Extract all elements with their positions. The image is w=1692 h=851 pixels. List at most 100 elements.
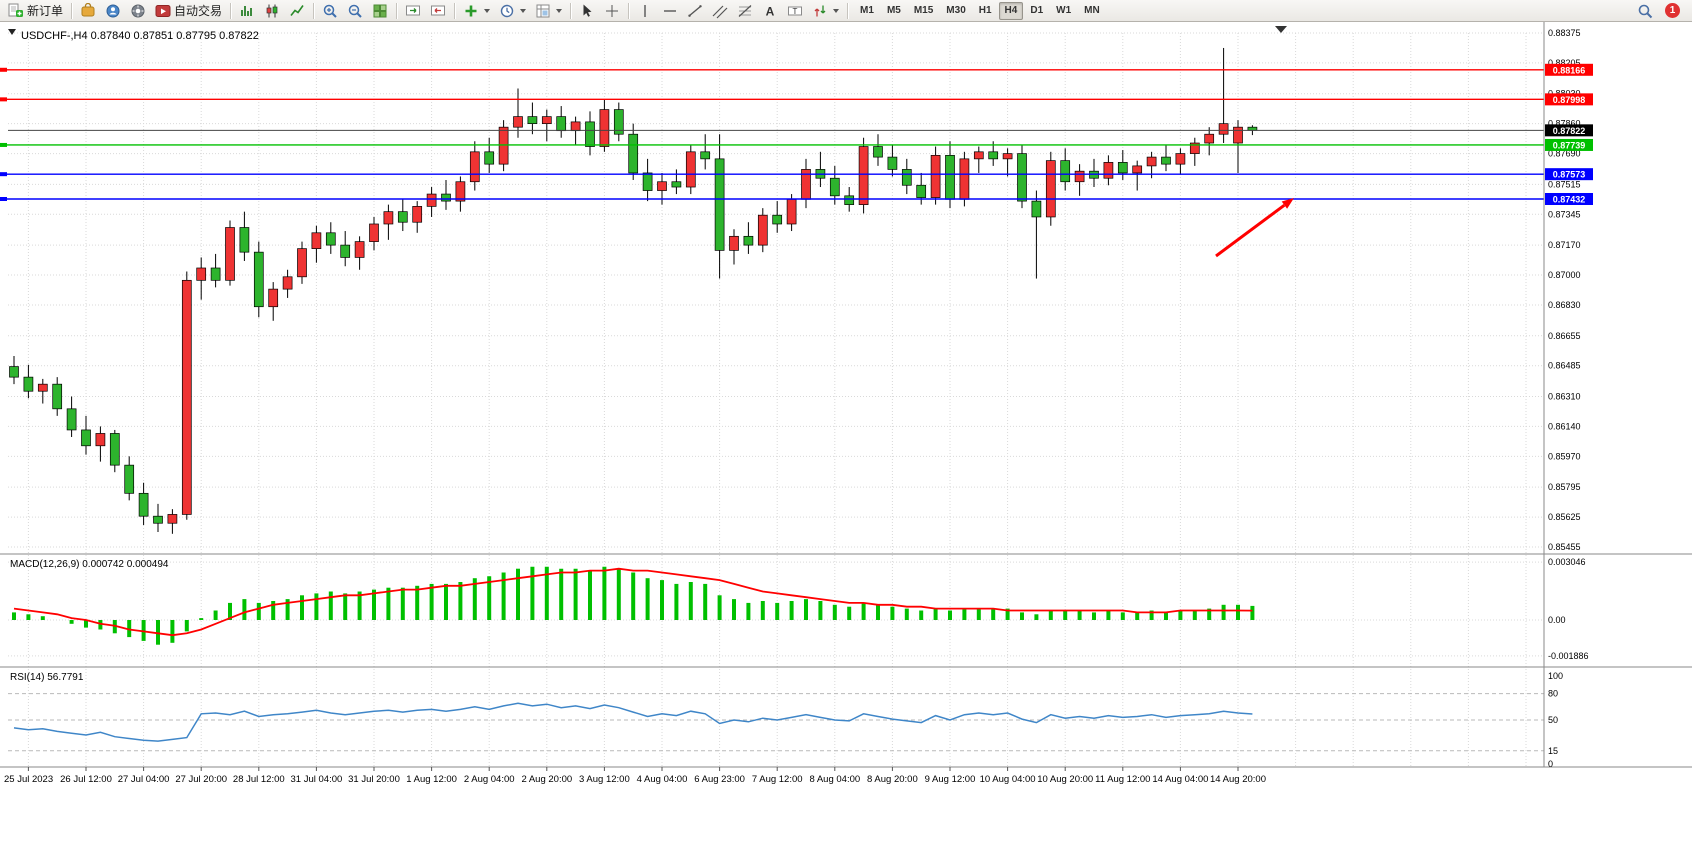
level-line-handle[interactable] xyxy=(0,142,7,147)
mql5-icon xyxy=(131,4,145,17)
svg-text:0.88205: 0.88205 xyxy=(1548,58,1581,68)
price-chart-canvas[interactable]: 0.883750.882050.880300.878600.876900.875… xyxy=(0,22,1692,812)
candlestick-chart-button[interactable] xyxy=(260,1,284,21)
bull-candle xyxy=(541,116,552,125)
pane-separators xyxy=(0,22,1692,768)
svg-text:14 Aug 20:00: 14 Aug 20:00 xyxy=(1210,774,1266,785)
timeframe-button-m5[interactable]: M5 xyxy=(881,2,907,20)
svg-text:0.86655: 0.86655 xyxy=(1548,331,1581,341)
svg-text:0.87432: 0.87432 xyxy=(1553,194,1586,204)
svg-text:T: T xyxy=(793,6,798,15)
auto-trading-icon xyxy=(155,4,171,17)
bull-candle xyxy=(1218,123,1229,135)
zoom-in-button[interactable] xyxy=(318,1,342,21)
vertical-line-button[interactable] xyxy=(633,1,657,21)
macd-histogram xyxy=(12,566,1255,645)
bear-candle xyxy=(109,433,120,466)
search-button[interactable] xyxy=(1633,1,1657,21)
bull-candle xyxy=(1189,142,1200,154)
level-price-labels: 0.88166 0.87998 0.87739 0.87573 0.87432 0.878… xyxy=(1545,63,1593,205)
svg-text:0.003046: 0.003046 xyxy=(1548,557,1586,567)
line-chart-button[interactable] xyxy=(285,1,309,21)
bear-candle xyxy=(1017,153,1027,202)
svg-text:6 Aug 23:00: 6 Aug 23:00 xyxy=(694,774,745,785)
level-line-handle[interactable] xyxy=(0,196,7,201)
bull-candle xyxy=(1204,133,1215,144)
horizontal-line-button[interactable] xyxy=(658,1,682,21)
level-line-handle[interactable] xyxy=(0,172,7,177)
bull-candle xyxy=(1146,156,1157,167)
new-order-button[interactable]: 新订单 xyxy=(4,1,67,21)
svg-text:1 Aug 12:00: 1 Aug 12:00 xyxy=(406,774,457,785)
market-button[interactable] xyxy=(76,1,100,21)
bear-candle xyxy=(81,429,91,447)
bear-candle xyxy=(613,109,624,135)
auto-scroll-button[interactable] xyxy=(401,1,425,21)
chart-window[interactable]: 0.883750.882050.880300.878600.876900.875… xyxy=(0,22,1692,812)
bear-candle xyxy=(556,116,567,132)
text-label-button[interactable]: T xyxy=(783,1,807,21)
new-order-icon xyxy=(8,3,23,17)
chevron-down-icon xyxy=(484,8,491,13)
svg-text:15: 15 xyxy=(1548,746,1558,756)
auto-trading-label: 自动交易 xyxy=(174,4,223,18)
trend-arrow-head[interactable] xyxy=(1281,198,1294,209)
mql5-button[interactable] xyxy=(126,1,150,21)
channel-button[interactable] xyxy=(708,1,732,21)
notification-badge[interactable]: 1 xyxy=(1665,3,1680,18)
zoom-in-icon xyxy=(323,4,337,18)
horizontal-level-lines[interactable] xyxy=(0,67,1544,201)
trendline-button[interactable] xyxy=(683,1,707,21)
svg-text:7 Aug 12:00: 7 Aug 12:00 xyxy=(752,774,803,785)
signals-button[interactable] xyxy=(101,1,125,21)
svg-text:0.87739: 0.87739 xyxy=(1553,140,1586,150)
bear-candle xyxy=(829,177,840,197)
bear-candle xyxy=(124,464,135,494)
svg-text:27 Jul 04:00: 27 Jul 04:00 xyxy=(118,774,170,785)
bear-candle xyxy=(325,232,336,246)
svg-text:0.85625: 0.85625 xyxy=(1548,512,1581,522)
cursor-button[interactable] xyxy=(575,1,599,21)
toolbar-right: 1 xyxy=(1633,1,1688,21)
clock-icon xyxy=(500,4,514,17)
crosshair-button[interactable] xyxy=(600,1,624,21)
periods-button[interactable] xyxy=(495,1,530,21)
timeframe-button-d1[interactable]: D1 xyxy=(1024,2,1049,20)
svg-text:0.87998: 0.87998 xyxy=(1553,95,1586,105)
arrows-button[interactable] xyxy=(808,1,843,21)
indicators-button[interactable] xyxy=(459,1,494,21)
auto-trading-button[interactable]: 自动交易 xyxy=(151,1,226,21)
timeframe-button-m30[interactable]: M30 xyxy=(940,2,971,20)
level-line-handle[interactable] xyxy=(0,67,7,72)
bull-candle xyxy=(1103,162,1114,179)
grid-lines xyxy=(8,32,1544,767)
bull-candle xyxy=(225,227,235,281)
bar-chart-button[interactable] xyxy=(235,1,259,21)
tile-windows-button[interactable] xyxy=(368,1,392,21)
text-button[interactable]: A xyxy=(758,1,782,21)
new-order-label: 新订单 xyxy=(27,4,64,18)
bull-candle xyxy=(657,181,667,191)
svg-text:100: 100 xyxy=(1548,671,1563,681)
svg-text:26 Jul 12:00: 26 Jul 12:00 xyxy=(60,774,112,785)
chart-collapse-icon[interactable] xyxy=(8,29,16,35)
level-line-handle[interactable] xyxy=(0,97,7,102)
svg-text:0.85455: 0.85455 xyxy=(1548,542,1581,552)
svg-text:3 Aug 12:00: 3 Aug 12:00 xyxy=(579,774,630,785)
chart-shift-marker[interactable] xyxy=(1275,26,1287,33)
candlestick-chart-icon xyxy=(266,4,278,17)
fibonacci-button[interactable] xyxy=(733,1,757,21)
rsi-line xyxy=(13,702,1253,742)
timeframe-button-m1[interactable]: M1 xyxy=(854,2,880,20)
timeframe-button-h1[interactable]: H1 xyxy=(973,2,998,20)
timeframe-button-h4[interactable]: H4 xyxy=(998,1,1024,20)
chart-shift-button[interactable] xyxy=(426,1,450,21)
bull-candle xyxy=(383,211,394,225)
timeframe-button-w1[interactable]: W1 xyxy=(1050,2,1077,20)
channel-icon xyxy=(712,5,728,18)
templates-button[interactable] xyxy=(531,1,566,21)
timeframe-button-mn[interactable]: MN xyxy=(1078,2,1106,20)
zoom-out-button[interactable] xyxy=(343,1,367,21)
timeframe-button-m15[interactable]: M15 xyxy=(908,2,939,20)
trend-arrow[interactable] xyxy=(1215,203,1286,258)
